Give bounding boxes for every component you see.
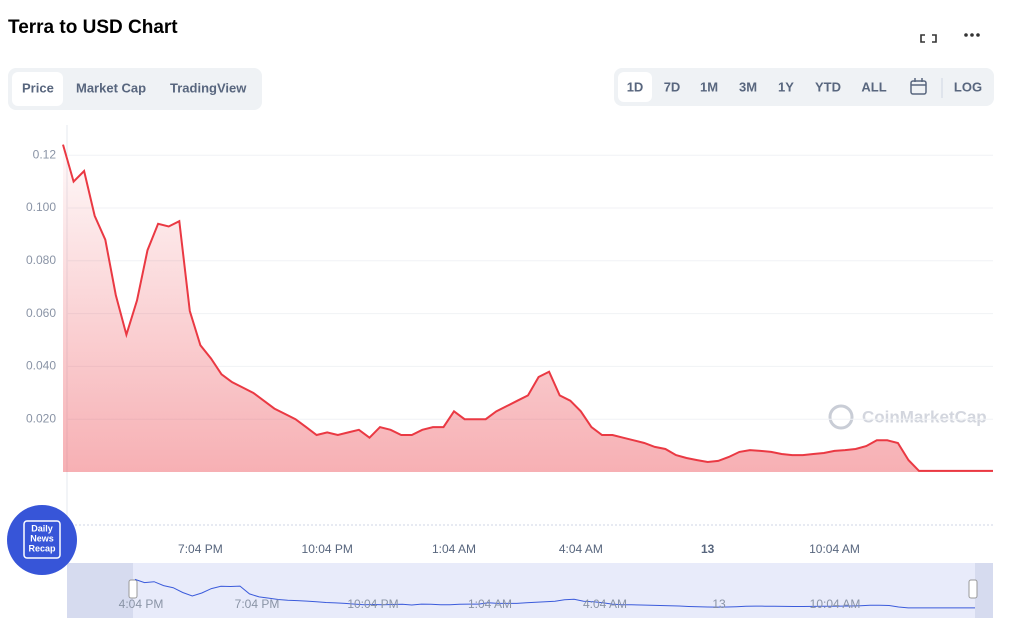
badge-text: Recap bbox=[28, 543, 56, 553]
navigator-handle[interactable] bbox=[968, 579, 978, 599]
range-button[interactable]: 7D bbox=[664, 79, 681, 94]
range-button[interactable]: 1D bbox=[627, 79, 644, 94]
tab[interactable]: Price bbox=[22, 80, 54, 95]
x-tick-label: 13 bbox=[701, 542, 715, 556]
y-tick-label: 0.12 bbox=[33, 147, 57, 161]
chart-title: Terra to USD Chart bbox=[8, 17, 178, 38]
navigator-label: 13 bbox=[712, 597, 726, 611]
navigator-label: 4:04 AM bbox=[583, 597, 627, 611]
range-group bbox=[614, 68, 994, 106]
range-button[interactable]: 1M bbox=[700, 79, 718, 94]
navigator-mask bbox=[67, 563, 133, 618]
navigator-label: 4:04 PM bbox=[119, 597, 164, 611]
x-tick-label: 1:04 AM bbox=[432, 542, 476, 556]
y-tick-label: 0.060 bbox=[26, 306, 56, 320]
range-selected bbox=[618, 72, 652, 102]
range-button[interactable]: YTD bbox=[815, 79, 841, 94]
range-button[interactable]: 1Y bbox=[778, 79, 794, 94]
navigator-label: 10:04 AM bbox=[810, 597, 861, 611]
navigator-label: 1:04 AM bbox=[468, 597, 512, 611]
x-tick-label: 7:04 PM bbox=[178, 542, 223, 556]
y-tick-label: 0.020 bbox=[26, 411, 56, 425]
navigator-label: 7:04 PM bbox=[235, 597, 280, 611]
tab[interactable]: TradingView bbox=[170, 80, 247, 95]
navigator-mask bbox=[975, 563, 993, 618]
watermark-logo bbox=[828, 404, 854, 430]
x-tick-label: 10:04 AM bbox=[809, 542, 860, 556]
badge-text: News bbox=[30, 533, 54, 543]
range-button[interactable]: 3M bbox=[739, 79, 757, 94]
watermark: CoinMarketCap bbox=[862, 407, 987, 426]
navigator[interactable] bbox=[67, 563, 993, 618]
tab[interactable]: Market Cap bbox=[76, 80, 146, 95]
tab-selected bbox=[12, 72, 63, 106]
more-icon[interactable] bbox=[964, 33, 980, 37]
tab-group bbox=[8, 68, 262, 110]
x-tick-label: 10:04 PM bbox=[302, 542, 353, 556]
calendar-icon[interactable] bbox=[910, 78, 927, 95]
badge[interactable]: Daily News Recap bbox=[7, 505, 77, 575]
navigator-line bbox=[134, 578, 975, 609]
y-tick-label: 0.080 bbox=[26, 253, 56, 267]
fullscreen-icon[interactable] bbox=[920, 34, 937, 43]
price-line bbox=[62, 144, 993, 472]
y-tick-label: 0.100 bbox=[26, 200, 56, 214]
navigator-handle[interactable] bbox=[128, 579, 138, 599]
x-tick-label: 4:04 AM bbox=[559, 542, 603, 556]
log-button[interactable]: LOG bbox=[954, 79, 982, 94]
y-tick-label: 0.040 bbox=[26, 359, 56, 373]
badge-text: Daily bbox=[31, 523, 53, 533]
range-button[interactable]: ALL bbox=[861, 79, 886, 94]
area-fill bbox=[63, 144, 993, 472]
navigator-label: 10:04 PM bbox=[347, 597, 398, 611]
